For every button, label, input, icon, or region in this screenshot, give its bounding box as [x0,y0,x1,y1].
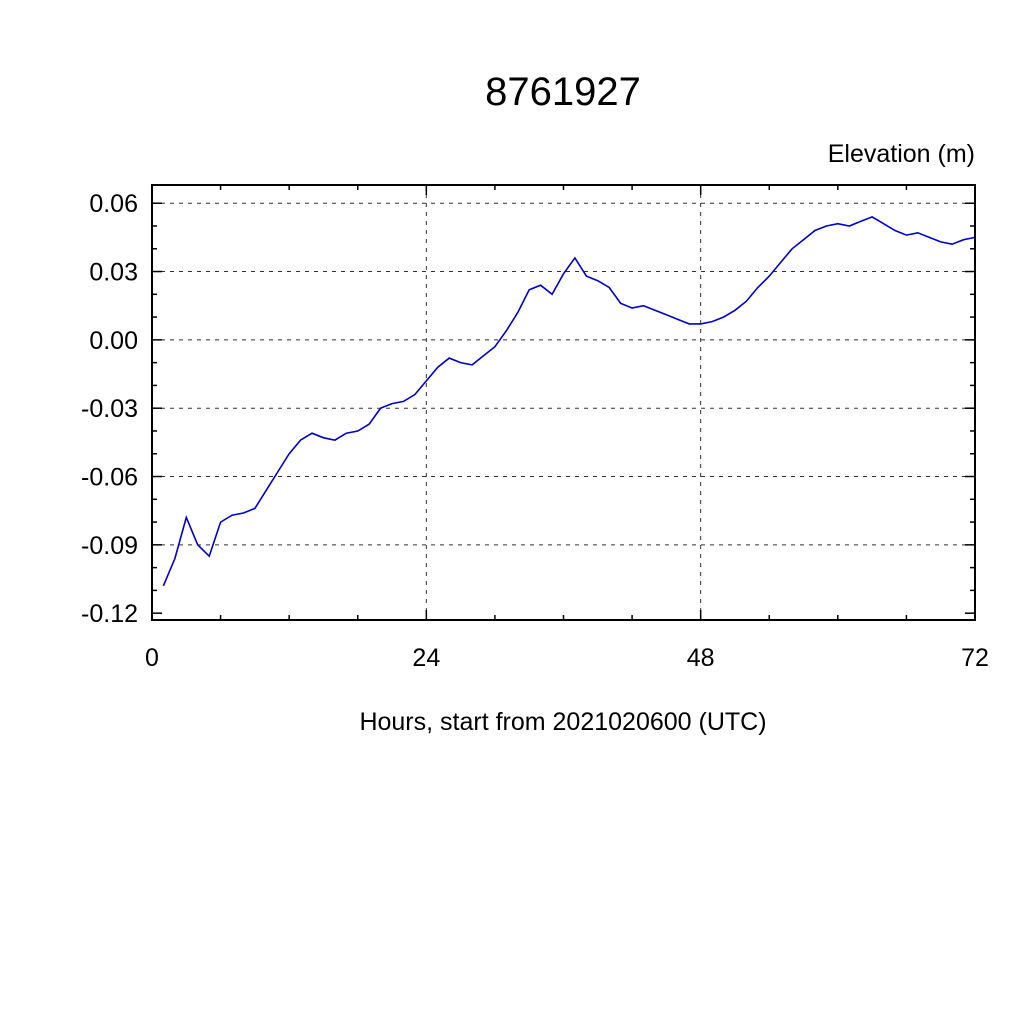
x-tick-label: 48 [687,644,715,672]
grid-layer [152,185,975,620]
x-tick-label: 24 [412,644,440,672]
tick-label-layer: 0 24 48 72 0.06 0.03 0.00 -0.03 -0.06 -0.09 -0.12 [81,190,989,672]
y-axis-title: Elevation (m) [828,140,975,168]
y-tick-label: -0.03 [81,395,138,423]
chart-title: 8761927 [485,70,641,114]
elevation-series-line [162,216,976,587]
y-tick-label: -0.06 [81,464,138,492]
x-axis-title: Hours, start from 2021020600 (UTC) [359,708,766,736]
y-tick-label: 0.00 [89,327,138,355]
y-tick-label: -0.09 [81,532,138,560]
plot-frame [151,184,976,621]
tick-layer [151,185,976,620]
line-series [162,216,976,587]
y-tick-label: 0.06 [89,190,138,218]
x-tick-label: 72 [961,644,989,672]
y-tick-label: -0.12 [81,600,138,628]
y-tick-label: 0.03 [89,259,138,287]
x-tick-label: 0 [145,644,159,672]
